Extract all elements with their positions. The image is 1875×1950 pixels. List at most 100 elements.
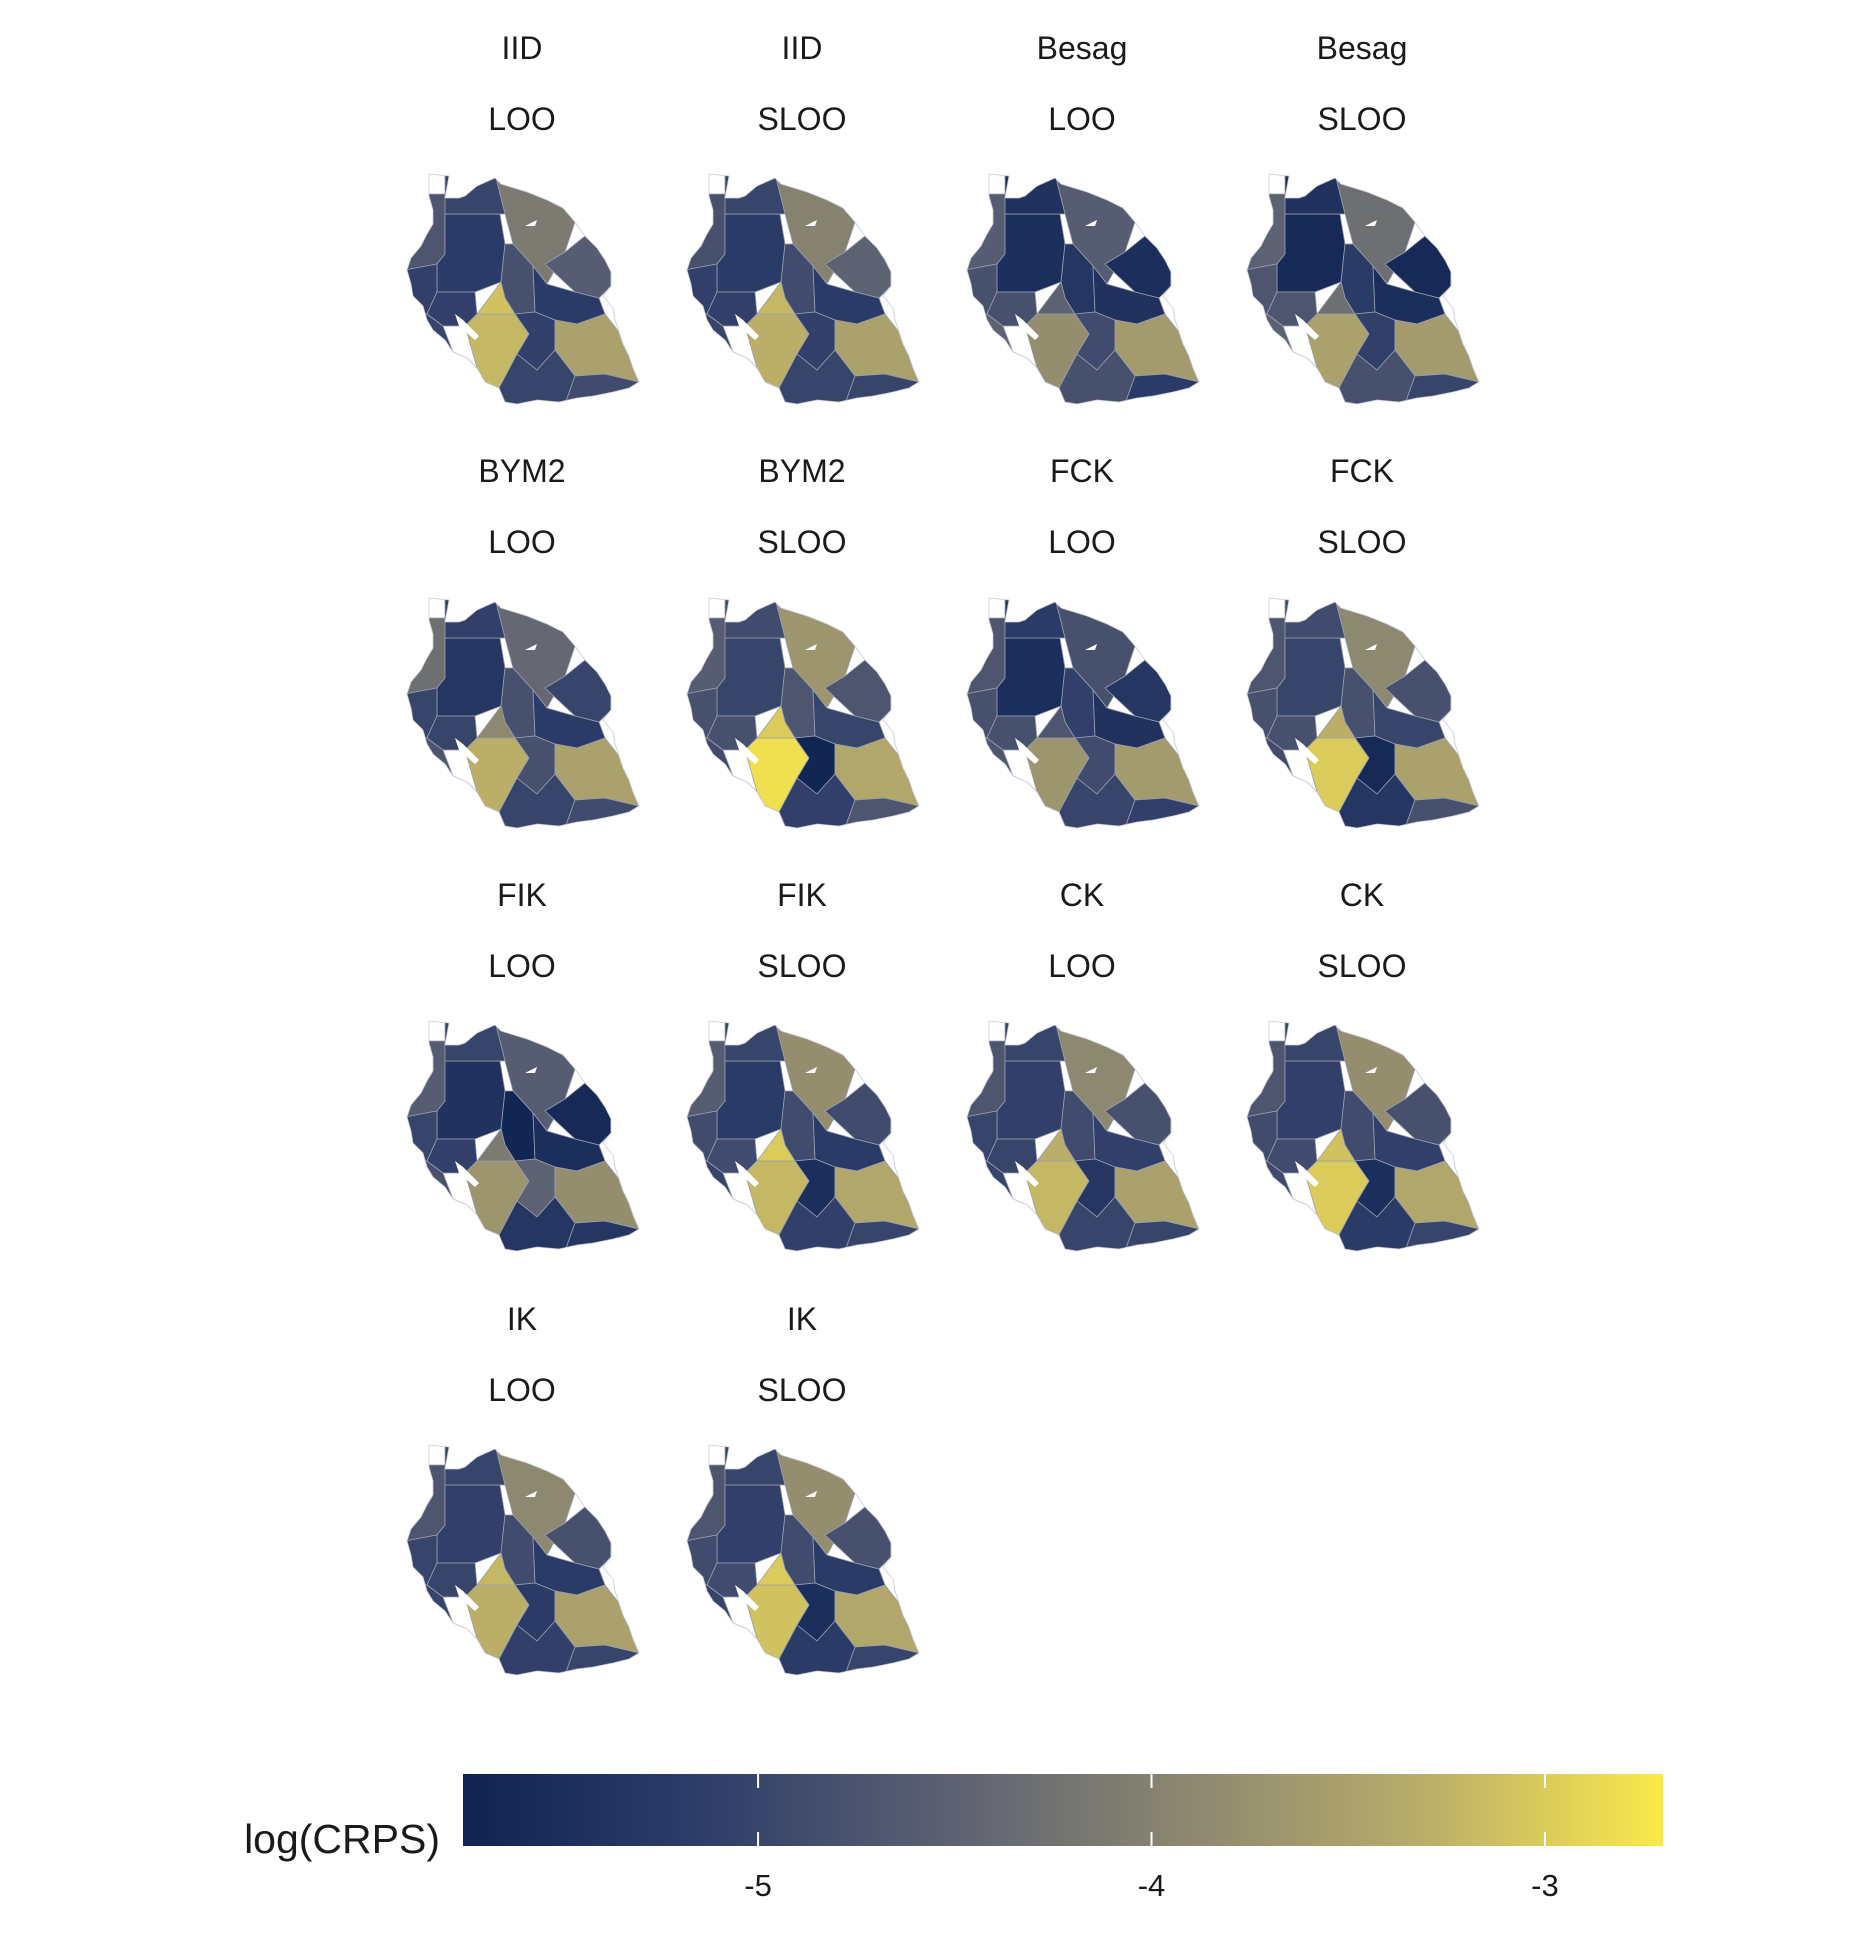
facet-model-label: Besag: [1037, 30, 1128, 66]
lake-shape: [525, 1067, 537, 1073]
map-region: [967, 353, 1006, 404]
facet-model-label: IK: [507, 1301, 537, 1337]
lake-shape: [525, 220, 537, 226]
lake-shape: [735, 1161, 759, 1187]
facet-model-label: CK: [1060, 877, 1104, 913]
map-region: [778, 1196, 856, 1251]
map-region: [996, 213, 1066, 293]
choropleth-map: [966, 173, 1200, 405]
lake-shape: [805, 1067, 817, 1073]
lake-shape: [455, 1585, 479, 1611]
map-region: [967, 1200, 1006, 1251]
color-legend: log(CRPS) -5 -4 -3: [244, 1774, 1663, 1903]
map-region: [476, 1552, 516, 1586]
facet-model-label: FIK: [497, 877, 547, 913]
map-region: [444, 1445, 506, 1486]
choropleth-map: [1246, 173, 1480, 405]
colorbar-ticks: -5 -4 -3: [744, 1774, 1559, 1903]
map-outline: [966, 1020, 1200, 1252]
map-region: [1247, 777, 1286, 828]
facet-panel: FCK LOO: [966, 453, 1200, 829]
lake-shape: [1295, 1161, 1319, 1187]
facet-panel: BYM2 LOO: [406, 453, 640, 829]
map-region: [436, 213, 506, 293]
map-outline: [406, 1444, 640, 1676]
colorbar: [463, 1774, 1663, 1846]
map-region: [1004, 174, 1066, 215]
choropleth-map: [406, 1020, 640, 1252]
map-region: [967, 777, 1006, 828]
map-region: [996, 1060, 1066, 1140]
map-region: [724, 174, 786, 215]
lake-shape: [1015, 738, 1039, 764]
choropleth-map: [686, 1020, 920, 1252]
map-region: [724, 1021, 786, 1062]
map-outline: [686, 173, 920, 405]
map-region: [436, 637, 506, 717]
facet-model-label: Besag: [1317, 30, 1408, 66]
map-region: [1058, 773, 1136, 828]
map-region: [716, 1484, 786, 1564]
map-region: [724, 598, 786, 639]
choropleth-map: [406, 173, 640, 405]
map-region: [1276, 637, 1346, 717]
facet-model-label: CK: [1340, 877, 1384, 913]
choropleth-map: [686, 1444, 920, 1676]
facet-model-label: BYM2: [758, 453, 845, 489]
lake-shape: [735, 314, 759, 340]
map-outline: [966, 173, 1200, 405]
facet-cv-label: LOO: [488, 524, 556, 560]
map-region: [407, 1624, 446, 1675]
lake-shape: [525, 1491, 537, 1497]
map-region: [498, 1196, 576, 1251]
map-region: [407, 1200, 446, 1251]
map-region: [407, 777, 446, 828]
map-region: [1284, 174, 1346, 215]
map-region: [436, 1484, 506, 1564]
facet-panel: FCK SLOO: [1246, 453, 1480, 829]
choropleth-map: [1246, 597, 1480, 829]
lake-shape: [1295, 314, 1319, 340]
facet-cv-label: LOO: [1048, 948, 1116, 984]
map-region: [716, 1060, 786, 1140]
map-region: [436, 1060, 506, 1140]
lake-shape: [525, 644, 537, 650]
map-region: [476, 1128, 516, 1162]
lake-shape: [1365, 1067, 1377, 1073]
map-region: [476, 705, 516, 739]
facet-model-label: IK: [787, 1301, 817, 1337]
map-region: [1247, 1200, 1286, 1251]
facet-cv-label: SLOO: [758, 524, 847, 560]
facet-cv-label: LOO: [1048, 524, 1116, 560]
lake-shape: [455, 314, 479, 340]
lake-shape: [1295, 738, 1319, 764]
map-region: [476, 281, 516, 315]
lake-shape: [455, 738, 479, 764]
map-region: [1004, 598, 1066, 639]
facet-cv-label: SLOO: [1318, 524, 1407, 560]
legend-title: log(CRPS): [244, 1816, 440, 1862]
choropleth-map: [1246, 1020, 1480, 1252]
map-region: [1338, 349, 1416, 404]
map-region: [687, 353, 726, 404]
map-region: [1338, 773, 1416, 828]
map-region: [1276, 1060, 1346, 1140]
facet-cv-label: SLOO: [758, 948, 847, 984]
lake-shape: [1085, 220, 1097, 226]
map-outline: [686, 1444, 920, 1676]
facet-cv-label: LOO: [1048, 101, 1116, 137]
map-region: [1276, 213, 1346, 293]
choropleth-map: [406, 597, 640, 829]
map-region: [444, 598, 506, 639]
map-region: [444, 174, 506, 215]
lake-shape: [1085, 1067, 1097, 1073]
map-region: [498, 349, 576, 404]
lake-shape: [805, 1491, 817, 1497]
map-outline: [406, 173, 640, 405]
lake-shape: [1365, 644, 1377, 650]
lake-shape: [735, 1585, 759, 1611]
facet-panel: CK LOO: [966, 877, 1200, 1252]
colorbar-tick-label: -4: [1138, 1868, 1166, 1903]
map-region: [778, 1620, 856, 1675]
